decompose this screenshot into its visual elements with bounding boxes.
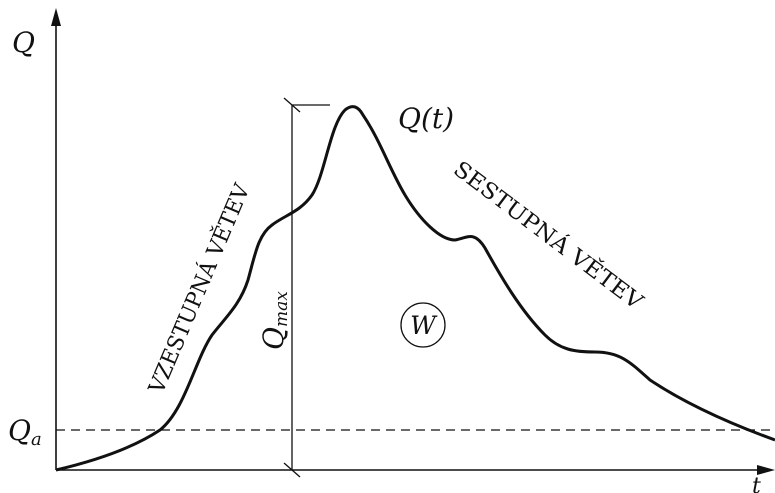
volume-circle — [400, 302, 446, 348]
rising-branch-label: VZESTUPNÁ VĚTEV — [142, 179, 256, 399]
qmax-main: Q — [257, 327, 290, 350]
qa-subscript: a — [31, 429, 42, 450]
x-axis-label: t — [752, 474, 761, 493]
volume-label: W — [410, 311, 438, 340]
curve-label: Q(t) — [398, 102, 454, 135]
qmax-label: Qmax — [257, 291, 292, 350]
baseline-qa-label: Qa — [8, 414, 42, 450]
falling-branch-label: SESTUPNÁ VĚTEV — [448, 155, 649, 316]
qa-main: Q — [8, 414, 31, 447]
x-axis-arrow — [757, 465, 775, 475]
y-axis-arrow — [51, 8, 61, 26]
y-axis-label: Q — [12, 26, 35, 59]
qmax-bottom-tick — [283, 462, 301, 478]
qmax-subscript: max — [272, 291, 292, 327]
hydrograph-curve — [55, 105, 775, 472]
